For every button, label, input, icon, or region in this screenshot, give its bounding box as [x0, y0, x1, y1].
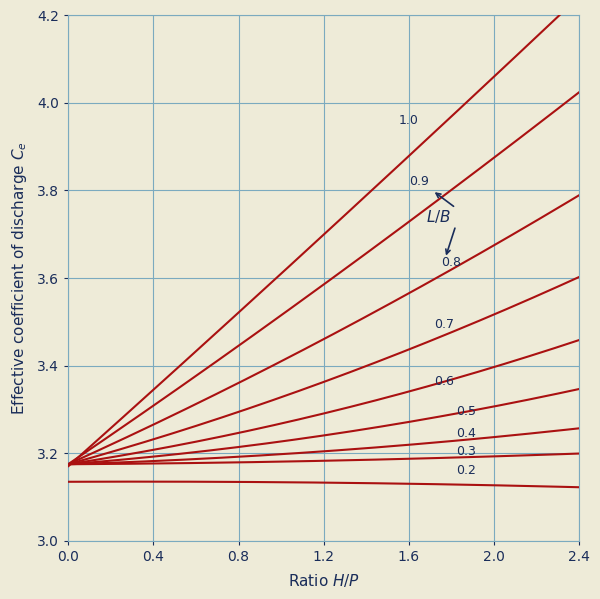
Text: 0.6: 0.6: [434, 374, 454, 388]
Text: 0.9: 0.9: [409, 175, 429, 188]
Text: 0.4: 0.4: [456, 427, 476, 440]
Text: $L/B$: $L/B$: [426, 208, 451, 225]
Text: 0.2: 0.2: [456, 464, 476, 477]
Text: 0.8: 0.8: [441, 256, 461, 269]
Text: 0.3: 0.3: [456, 444, 476, 458]
Text: 0.7: 0.7: [434, 317, 454, 331]
Text: 1.0: 1.0: [398, 114, 418, 127]
X-axis label: Ratio $H/P$: Ratio $H/P$: [287, 572, 360, 589]
Y-axis label: Effective coefficient of discharge $C_e$: Effective coefficient of discharge $C_e$: [10, 141, 29, 415]
Text: 0.5: 0.5: [456, 405, 476, 418]
